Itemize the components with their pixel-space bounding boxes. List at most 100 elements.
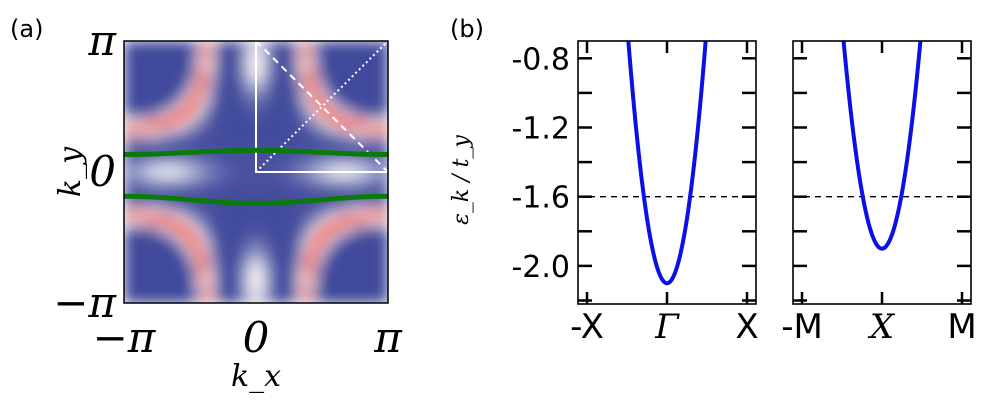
heatmap-cell: [196, 219, 203, 227]
heatmap-cell: [358, 52, 365, 60]
heatmap-cell: [370, 285, 377, 292]
heatmap-cell: [184, 207, 191, 215]
heatmap-cell: [178, 213, 185, 221]
heatmap-cell: [196, 279, 203, 286]
heatmap-cell: [358, 213, 365, 221]
heatmap-cell: [136, 154, 143, 161]
heatmap-cell: [364, 76, 371, 84]
heatmap-cell: [286, 41, 293, 48]
heatmap-cell: [166, 70, 173, 78]
heatmap-cell: [268, 160, 275, 167]
heatmap-cell: [214, 261, 221, 268]
heatmap-cell: [166, 58, 173, 66]
heatmap-cell: [316, 177, 323, 185]
heatmap-cell: [298, 213, 305, 221]
heatmap-cell: [340, 219, 347, 227]
heatmap-cell: [286, 225, 293, 233]
heatmap-cell: [196, 255, 203, 262]
heatmap-cell: [256, 189, 263, 197]
heatmap-cell: [154, 255, 161, 262]
heatmap-cell: [280, 231, 287, 239]
heatmap-cell: [274, 112, 281, 119]
heatmap-cell: [208, 52, 215, 60]
heatmap-cell: [340, 46, 347, 54]
heatmap-cell: [178, 64, 185, 72]
heatmap-cell: [148, 124, 155, 131]
heatmap-cell: [172, 207, 179, 215]
heatmap-cell: [328, 172, 335, 179]
heatmap-cell: [298, 64, 305, 72]
heatmap-cell: [262, 172, 269, 179]
dispersion-plots: -X Γ X -M X M-0.8-1.2-1.6-2.0: [511, 40, 977, 347]
heatmap-cell: [340, 88, 347, 96]
heatmap-cell: [292, 285, 299, 292]
heatmap-cell: [376, 41, 383, 48]
heatmap-cell: [142, 219, 149, 227]
heatmap-cell: [298, 261, 305, 268]
heatmap-cell: [274, 279, 281, 286]
heatmap-cell: [358, 183, 365, 191]
heatmap-cell: [328, 267, 335, 274]
heatmap-cell: [178, 70, 185, 78]
heatmap-cell: [166, 183, 173, 191]
heatmap-cell: [304, 142, 311, 149]
heatmap-cell: [358, 273, 365, 280]
heatmap-cell: [352, 76, 359, 84]
heatmap-cell: [340, 249, 347, 256]
heatmap-cell: [160, 207, 167, 215]
heatmap-cell: [256, 142, 263, 149]
heatmap-cell: [142, 237, 149, 245]
heatmap-cell: [256, 213, 263, 221]
heatmap-cell: [142, 225, 149, 233]
heatmap-cell: [226, 267, 233, 274]
heatmap-cell: [256, 279, 263, 286]
heatmap-cell: [376, 148, 383, 155]
heatmap-cell: [136, 64, 143, 72]
heatmap-cell: [304, 160, 311, 167]
heatmap-cell: [226, 297, 233, 303]
heatmap-cell: [124, 124, 131, 131]
heatmap-cell: [166, 118, 173, 125]
heatmap-cell: [316, 255, 323, 262]
heatmap-cell: [208, 225, 215, 233]
heatmap-cell: [322, 41, 329, 48]
heatmap-cell: [196, 136, 203, 143]
heatmap-cell: [280, 160, 287, 167]
heatmap-cell: [322, 213, 329, 221]
heatmap-cell: [358, 94, 365, 102]
heatmap-cell: [238, 273, 245, 280]
heatmap-cell: [220, 41, 227, 48]
heatmap-ticks: −π 0 π−π0π: [53, 16, 403, 362]
heatmap-cell: [268, 136, 275, 143]
heatmap-cell: [154, 225, 161, 233]
heatmap-cell: [244, 291, 251, 298]
heatmap-cell: [334, 64, 341, 72]
heatmap-cell: [172, 154, 179, 161]
heatmap-cell: [286, 52, 293, 60]
heatmap-cell: [280, 172, 287, 179]
heatmap-cell: [238, 106, 245, 114]
heatmap-cell: [292, 231, 299, 239]
heatmap-cell: [376, 279, 383, 286]
heatmap-cell: [268, 213, 275, 221]
heatmap-cell: [184, 225, 191, 233]
heatmap-cell: [364, 297, 371, 303]
heatmap-cell: [232, 267, 239, 274]
heatmap-cell: [382, 118, 388, 125]
heatmap-cell: [214, 166, 221, 173]
heatmap-cell: [310, 58, 317, 66]
heatmap-cell: [376, 94, 383, 102]
heatmap-cell: [136, 237, 143, 245]
heatmap-cell: [202, 100, 209, 108]
heatmap-cell: [298, 297, 305, 303]
heatmap-cell: [334, 219, 341, 227]
heatmap-cell: [286, 142, 293, 149]
heatmap-cell: [232, 41, 239, 48]
heatmap-cell: [322, 112, 329, 119]
heatmap-cell: [220, 213, 227, 221]
heatmap-cell: [364, 130, 371, 137]
heatmap-cell: [202, 142, 209, 149]
heatmap-cell: [148, 261, 155, 268]
heatmap-cell: [262, 106, 269, 114]
heatmap-cell: [370, 82, 377, 90]
